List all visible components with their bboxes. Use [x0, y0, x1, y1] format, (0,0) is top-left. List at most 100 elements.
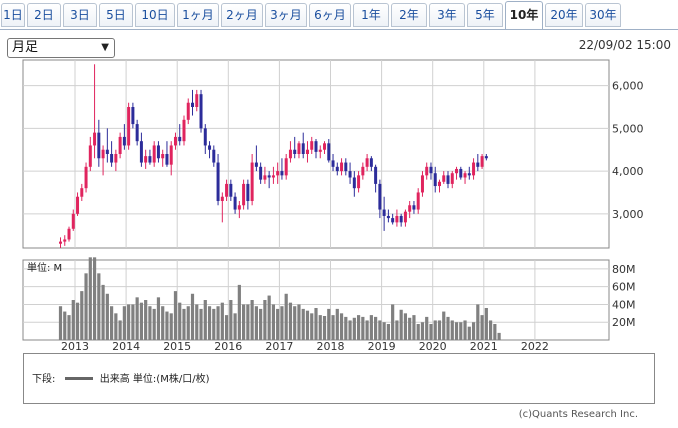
candle-body	[369, 158, 373, 167]
tab-3日[interactable]: 3日	[63, 3, 97, 27]
volume-bar	[391, 304, 395, 340]
candle-body	[84, 166, 88, 189]
volume-bar	[348, 320, 352, 340]
candle-body	[67, 228, 71, 240]
volume-bar	[318, 315, 322, 340]
candle-body	[386, 215, 390, 219]
legend-label: 下段:	[32, 374, 56, 385]
tab-5日[interactable]: 5日	[99, 3, 133, 27]
candle-body	[344, 162, 348, 172]
tab-1日[interactable]: 1日	[1, 3, 25, 27]
candle-body	[152, 145, 156, 163]
volume-bar	[84, 273, 88, 340]
volume-bar	[259, 308, 263, 340]
tab-2ヶ月[interactable]: 2ヶ月	[221, 3, 263, 27]
volume-bar	[75, 302, 80, 340]
volume-bar	[416, 324, 420, 340]
chevron-down-icon: ▼	[101, 42, 109, 53]
candle-body	[310, 141, 314, 150]
candle-body	[165, 154, 169, 165]
volume-bar	[463, 320, 467, 340]
candle-body	[412, 205, 416, 210]
candle-body	[246, 183, 250, 201]
candle-body	[97, 132, 101, 159]
volume-tick-label: 60M	[612, 281, 636, 294]
volume-bar	[224, 315, 229, 340]
volume-bar	[331, 315, 335, 340]
candle-body	[480, 156, 484, 167]
candle-body	[173, 136, 177, 146]
volume-bar	[450, 320, 454, 340]
volume-bar	[207, 306, 212, 340]
candle-body	[118, 136, 122, 154]
tab-2年[interactable]: 2年	[391, 3, 427, 27]
candle-body	[110, 154, 114, 163]
tab-3ヶ月[interactable]: 3ヶ月	[265, 3, 307, 27]
volume-bar	[203, 300, 207, 340]
period-select[interactable]: 月足 ▼	[7, 38, 115, 58]
candle-body	[382, 209, 386, 216]
candle-body	[374, 166, 378, 184]
tab-20年[interactable]: 20年	[545, 3, 583, 27]
candle-body	[71, 213, 75, 229]
candle-body	[225, 183, 229, 197]
candle-body	[114, 154, 118, 163]
candle-body	[288, 149, 292, 159]
candle-body	[476, 162, 480, 167]
tab-10日[interactable]: 10日	[135, 3, 175, 27]
candle-body	[305, 149, 309, 154]
candle-body	[259, 166, 263, 180]
tab-10年[interactable]: 10年	[505, 1, 543, 30]
volume-bar	[186, 306, 190, 340]
candle-body	[446, 175, 450, 184]
candle-body	[101, 149, 105, 159]
tab-5年[interactable]: 5年	[467, 3, 503, 27]
period-tabs: 1日 2日 3日 5日 10日 1ヶ月 2ヶ月 3ヶ月 6ヶ月 1年 2年 3年 5年 10年 20年 30年	[0, 0, 678, 30]
candle-body	[484, 156, 488, 159]
volume-bar	[454, 322, 459, 340]
candle-body	[122, 136, 126, 146]
volume-bar	[242, 304, 246, 340]
tab-1年[interactable]: 1年	[353, 3, 389, 27]
volume-bar	[322, 316, 327, 340]
volume-bar	[267, 295, 271, 340]
volume-bar	[156, 297, 161, 340]
tab-1ヶ月[interactable]: 1ヶ月	[177, 3, 219, 27]
volume-bar	[127, 304, 131, 340]
volume-bar	[480, 315, 484, 340]
volume-bar	[101, 284, 105, 340]
volume-bar	[476, 304, 480, 340]
tab-6ヶ月[interactable]: 6ヶ月	[309, 3, 351, 27]
volume-tick-label: 40M	[612, 298, 636, 311]
volume-bar	[386, 324, 390, 340]
candle-body	[425, 166, 429, 176]
volume-bar	[429, 324, 433, 340]
volume-bar	[297, 304, 301, 340]
volume-bar	[280, 306, 284, 340]
x-tick-label: 2017	[265, 340, 293, 350]
candle-body	[161, 154, 165, 159]
volume-bar	[399, 309, 403, 340]
volume-bar	[152, 308, 156, 340]
price-tick-label: 6,000	[612, 80, 644, 93]
volume-bar	[365, 320, 369, 340]
candle-body	[229, 183, 233, 197]
volume-bar	[288, 302, 293, 340]
volume-bar	[182, 308, 186, 340]
volume-bar	[356, 315, 361, 340]
candle-body	[271, 175, 275, 178]
tab-30年[interactable]: 30年	[585, 3, 621, 27]
candle-body	[323, 143, 327, 150]
legend-series-label: 出来高 単位:(M株/口/枚)	[99, 374, 210, 385]
candle-body	[331, 160, 335, 167]
tab-3年[interactable]: 3年	[429, 3, 465, 27]
volume-bar	[352, 317, 356, 340]
tab-2日[interactable]: 2日	[27, 3, 61, 27]
volume-bar	[144, 300, 148, 340]
volume-bar	[488, 320, 493, 340]
volume-bar	[131, 304, 135, 340]
volume-bar	[220, 302, 224, 340]
candle-body	[63, 239, 67, 242]
volume-bar	[284, 293, 288, 340]
volume-bar	[305, 310, 310, 340]
